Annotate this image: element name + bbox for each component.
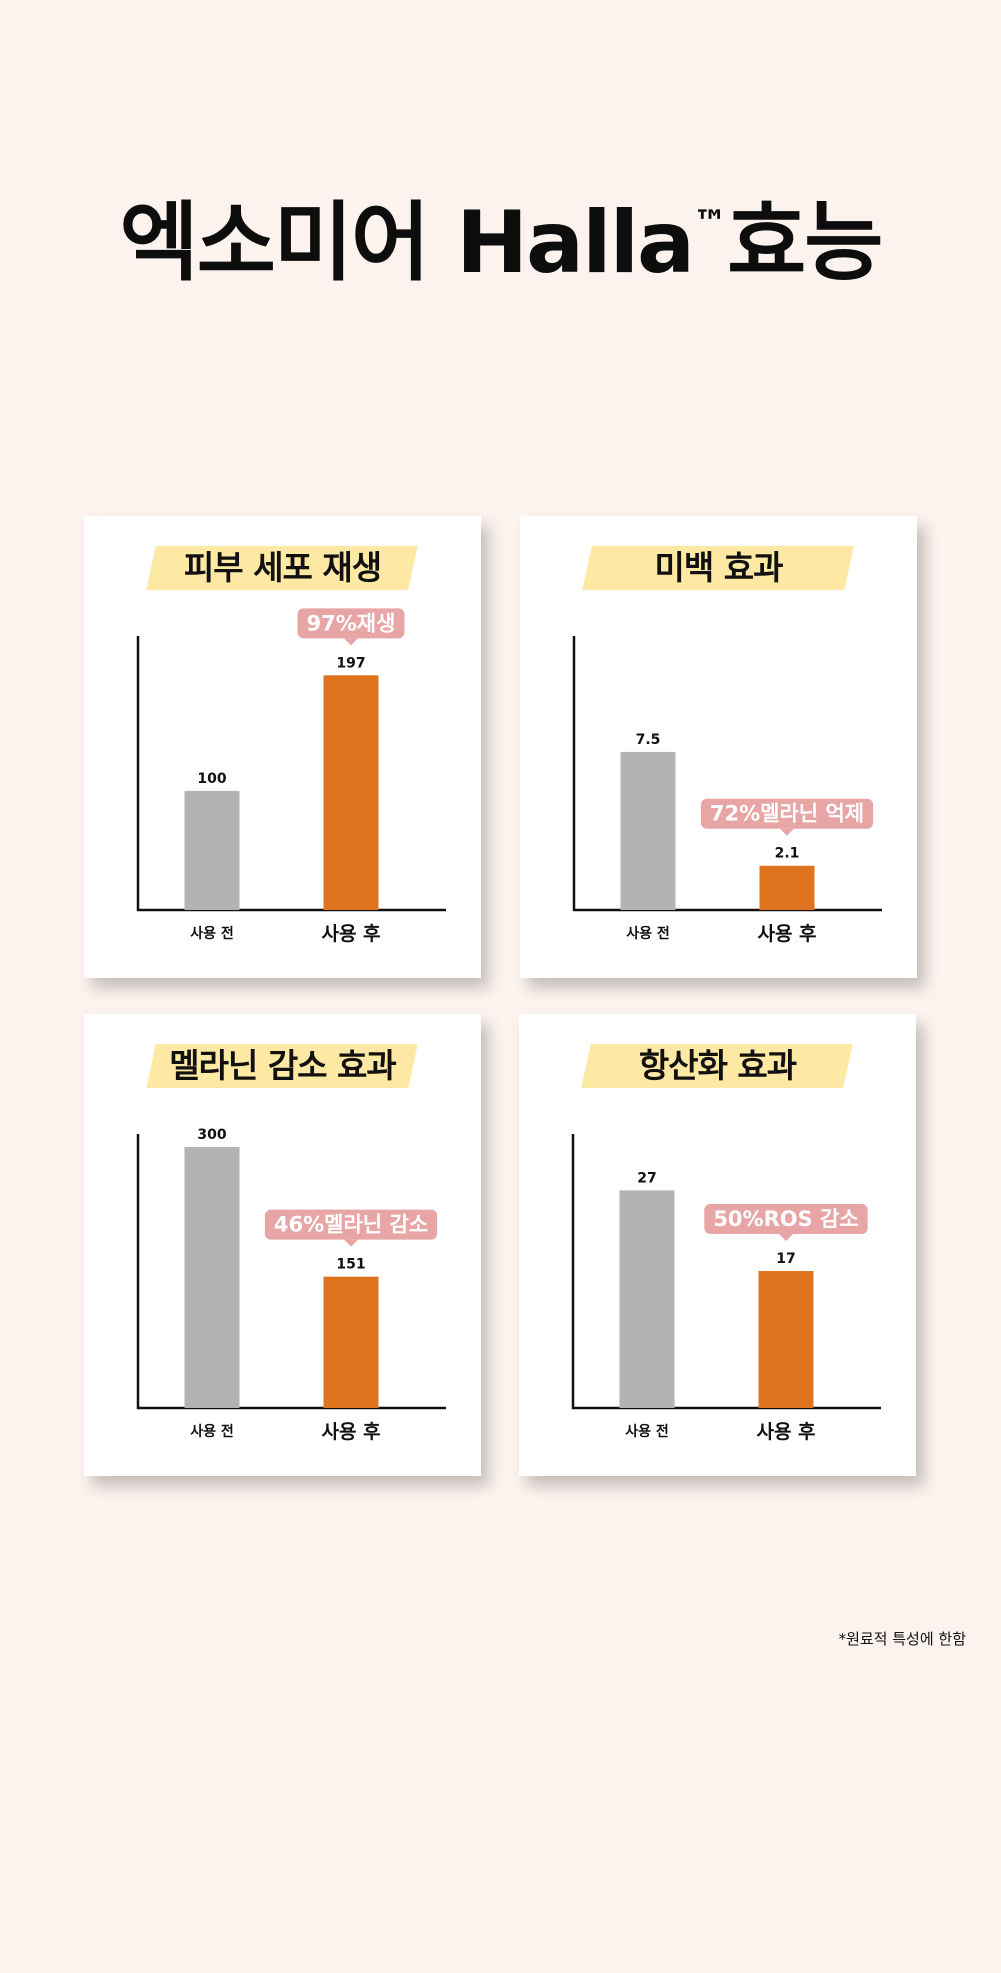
page-title-suffix: 효능 [727,193,883,293]
data-label: 17 [776,1251,795,1267]
chart-card-melanin-reduction: 멜라닌 감소 효과 300 사용 전 151 사용 후 46%멜라닌 감소 [84,1014,481,1476]
chart-title: 항산화 효과 [519,1044,916,1088]
chart-card-whitening: 미백 효과 7.5 사용 전 2.1 사용 후 72%멜라닌 억제 [520,516,917,978]
callout-badge: 72%멜라닌 억제 [700,798,874,836]
data-label: 151 [336,1257,365,1273]
chart-title: 멜라닌 감소 효과 [84,1044,481,1088]
chart-card-antioxidant: 항산화 효과 27 사용 전 17 사용 후 50%ROS 감소 [519,1014,916,1476]
tick-label: 사용 전 [626,925,670,942]
chart-card-skin-regeneration: 피부 세포 재생 100 사용 전 197 사용 후 97%재생 [84,516,481,978]
callout-badge: 46%멜라닌 감소 [264,1209,438,1247]
tick-label: 사용 후 [321,1421,380,1443]
page-title: 엑소미어 Halla™효능 [0,200,1001,286]
callout-text: 50%ROS 감소 [713,1207,858,1231]
bar-before [184,790,240,910]
data-label: 100 [197,771,226,787]
bar-before [619,1190,675,1408]
bar-before [620,751,676,910]
chart-title: 미백 효과 [520,546,917,590]
data-label: 197 [336,655,365,671]
tick-label: 사용 전 [190,925,234,942]
bar-chart: 27 사용 전 17 사용 후 50%ROS 감소 [571,1134,881,1443]
trademark-symbol: ™ [693,203,728,243]
tick-label: 사용 후 [321,923,380,945]
bar-chart: 7.5 사용 전 2.1 사용 후 72%멜라닌 억제 [572,636,882,945]
bar-before [184,1147,240,1408]
data-label: 2.1 [775,846,800,862]
callout-text: 97%재생 [307,611,396,635]
data-label: 27 [637,1170,656,1186]
data-label: 7.5 [636,732,661,748]
page-title-main: 엑소미어 Halla [119,193,695,293]
chart-title: 피부 세포 재생 [84,546,481,590]
callout-text: 46%멜라닌 감소 [274,1213,428,1237]
callout-badge: 97%재생 [297,608,405,646]
bar-after [759,865,815,910]
callout-badge: 50%ROS 감소 [704,1204,868,1241]
tick-label: 사용 후 [757,923,816,945]
data-label: 300 [197,1127,226,1143]
bar-chart: 300 사용 전 151 사용 후 46%멜라닌 감소 [136,1127,446,1443]
bar-after [323,1276,379,1408]
bar-chart: 100 사용 전 197 사용 후 97%재생 [136,608,446,945]
callout-text: 72%멜라닌 억제 [710,802,864,826]
tick-label: 사용 후 [756,1421,815,1443]
bar-after [758,1271,814,1408]
bar-after [323,675,379,910]
footnote: *원료적 특성에 한함 [838,1630,966,1648]
tick-label: 사용 전 [190,1423,234,1440]
tick-label: 사용 전 [625,1423,669,1440]
